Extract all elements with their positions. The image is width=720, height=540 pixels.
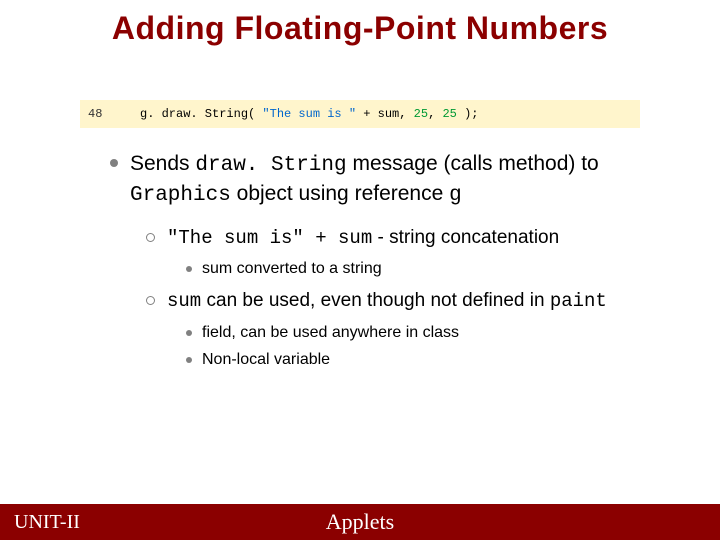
title-text: Adding Floating-Point Numbers (112, 10, 608, 46)
code-span: draw. String (195, 154, 346, 177)
code-span: g (449, 184, 462, 207)
code-mid: + sum, (356, 107, 414, 121)
sub-bullet-text: sum can be used, even though not defined… (167, 288, 607, 315)
code-string-literal: "The sum is " (262, 107, 356, 121)
code-text: g. draw. String( "The sum is " + sum, 25… (140, 107, 640, 121)
subsub-bullet-converted: sum converted to a string (186, 259, 690, 280)
code-prefix: g. draw. String( (140, 107, 262, 121)
bullet-dot-icon (186, 266, 192, 272)
bullet-ring-icon (146, 296, 155, 305)
footer-left-label: UNIT-II (0, 511, 80, 534)
subsub-text: field, can be used anywhere in class (202, 323, 459, 344)
bullet-main-text: Sends draw. String message (calls method… (130, 150, 690, 211)
text-span: - string concatenation (372, 227, 559, 248)
text-span: object using reference (231, 182, 449, 205)
code-sep: , (428, 107, 442, 121)
bullet-ring-icon (146, 233, 155, 242)
sub-bullet-concat: "The sum is" + sum - string concatenatio… (146, 225, 690, 252)
text-span: Sends (130, 152, 195, 175)
code-span: paint (550, 290, 607, 312)
text-span: message (calls method) to (347, 152, 599, 175)
subsub-bullet-field: field, can be used anywhere in class (186, 323, 690, 344)
footer-bar: UNIT-II Applets (0, 504, 720, 540)
code-num1: 25 (414, 107, 428, 121)
code-line-number: 48 (80, 107, 140, 121)
subsub-text: sum converted to a string (202, 259, 382, 280)
subsub-bullet-nonlocal: Non-local variable (186, 350, 690, 371)
sub-bullet-sum-paint: sum can be used, even though not defined… (146, 288, 690, 315)
text-span: can be used, even though not defined in (201, 290, 550, 311)
bullet-dot-icon (186, 357, 192, 363)
code-block: 48 g. draw. String( "The sum is " + sum,… (80, 100, 640, 128)
code-span: Graphics (130, 184, 231, 207)
code-span: "The sum is" + sum (167, 227, 372, 249)
sub-bullet-text: "The sum is" + sum - string concatenatio… (167, 225, 559, 252)
page-title: Adding Floating-Point Numbers (0, 0, 720, 47)
bullet-dot-icon (110, 159, 118, 167)
subsub-text: Non-local variable (202, 350, 330, 371)
footer-center-label: Applets (326, 509, 394, 535)
code-span: sum (167, 290, 201, 312)
content-area: Sends draw. String message (calls method… (110, 150, 690, 376)
bullet-dot-icon (186, 330, 192, 336)
code-suffix: ); (457, 107, 479, 121)
bullet-main: Sends draw. String message (calls method… (110, 150, 690, 211)
code-num2: 25 (442, 107, 456, 121)
